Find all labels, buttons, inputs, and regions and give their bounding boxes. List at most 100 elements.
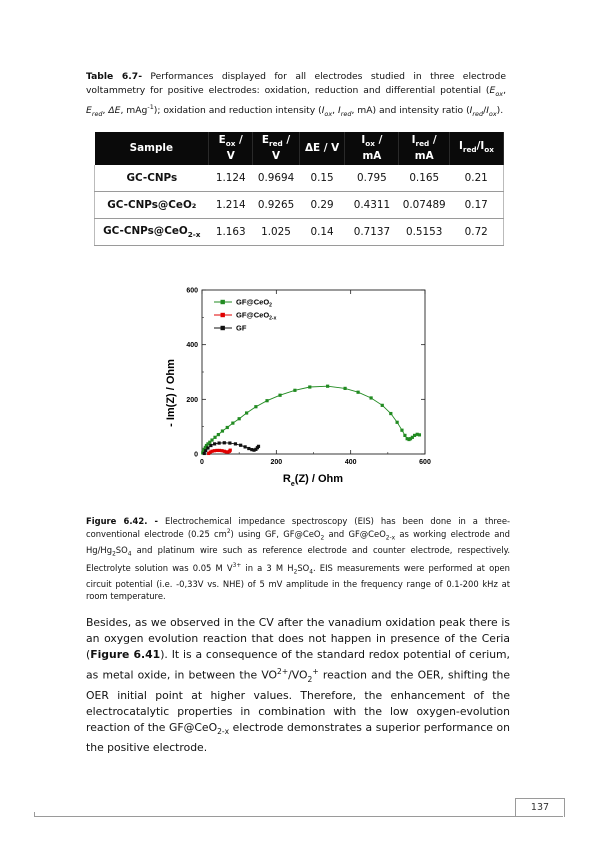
x-tick-label: 200 xyxy=(270,459,282,466)
cell-ered: 0.9694 xyxy=(252,165,300,192)
data-point xyxy=(252,448,256,452)
header-ered: Ered / V xyxy=(252,132,300,165)
legend-marker xyxy=(220,325,225,331)
data-point xyxy=(204,443,209,448)
header-iox: Iox / mA xyxy=(344,132,400,165)
legend-label: GF xyxy=(236,324,247,333)
caption-text: / xyxy=(483,104,487,116)
data-point xyxy=(231,421,235,425)
cell-ratio: 0.21 xyxy=(449,165,505,192)
cell-de: 0.29 xyxy=(299,191,345,219)
data-point xyxy=(209,443,213,448)
data-point xyxy=(220,449,224,453)
data-point xyxy=(210,449,214,453)
data-point xyxy=(225,425,229,430)
table-caption: Table 6.7- Performances displayed for al… xyxy=(86,70,506,121)
data-point xyxy=(293,388,297,392)
data-point xyxy=(201,449,206,453)
x-axis-label: Re(Z) / Ohm xyxy=(283,473,343,488)
data-point xyxy=(217,441,221,445)
header-eox: Eox / V xyxy=(208,132,254,165)
caption-sup: 3+ xyxy=(232,563,242,570)
table-row: GC-CNPs@CeO2-x 1.163 1.025 0.14 0.7137 0… xyxy=(93,218,505,246)
header-sample: Sample xyxy=(94,132,210,165)
y-tick-label: 600 xyxy=(186,288,198,295)
data-point xyxy=(400,428,404,432)
data-point xyxy=(208,450,212,454)
caption-text: and GF@CeO xyxy=(324,529,386,540)
caption-sub: ox xyxy=(495,89,504,98)
data-point xyxy=(217,448,222,453)
data-point xyxy=(256,444,261,448)
cell-sample: GC-CNPs@CeO2-x xyxy=(93,218,209,246)
data-point xyxy=(369,396,373,400)
y-tick-label: 400 xyxy=(186,342,198,349)
data-point xyxy=(343,386,347,390)
cell-ratio: 0.17 xyxy=(449,191,505,219)
caption-text: , mAg xyxy=(120,104,148,116)
chart-axes: 0 200 400 600 0 200 400 600 xyxy=(186,288,431,467)
cell-sample: GC-CNPs@CeO₂ xyxy=(93,191,209,219)
data-point xyxy=(203,445,207,450)
caption-text: SO xyxy=(115,545,128,556)
caption-text: Performances displayed for all electrode… xyxy=(86,71,507,96)
cell-ered: 0.9265 xyxy=(252,191,300,219)
body-sub: 2 xyxy=(307,674,313,684)
data-point xyxy=(204,449,208,453)
data-point xyxy=(389,411,393,416)
cell-ered: 1.025 xyxy=(252,218,300,246)
caption-sub: 2-x xyxy=(385,535,396,542)
series-1 xyxy=(207,448,232,456)
caption-text: , xyxy=(503,84,506,96)
header-ratio: Ired/Iox xyxy=(449,132,505,165)
data-point xyxy=(410,435,414,439)
header-de: ΔE / V xyxy=(299,132,346,165)
data-point xyxy=(212,449,216,453)
body-sup: 2+ xyxy=(277,666,289,676)
caption-text: Electrochemical impedance spectroscopy (… xyxy=(86,516,511,540)
data-point xyxy=(326,384,330,388)
legend-label: GF@CeO2-x xyxy=(236,311,277,322)
data-point xyxy=(265,399,269,403)
caption-var: E xyxy=(489,84,496,96)
caption-sub: ox xyxy=(324,109,333,118)
data-point xyxy=(417,433,422,437)
legend-marker xyxy=(220,312,225,318)
data-point xyxy=(395,420,399,424)
caption-sub: 2 xyxy=(112,551,116,558)
cell-ired: 0.5153 xyxy=(398,218,450,246)
caption-text: ). xyxy=(496,104,504,116)
header-ired: Ired / mA xyxy=(398,132,450,165)
footer-tick xyxy=(34,812,35,817)
cell-eox: 1.163 xyxy=(208,218,253,246)
data-point xyxy=(213,435,217,439)
figure-caption: Figure 6.42. - Electrochemical impedance… xyxy=(86,516,510,602)
data-point xyxy=(222,441,226,445)
performance-table: Sample Eox / V Ered / V ΔE / V Iox / mA Ire… xyxy=(93,132,505,246)
x-tick-label: 0 xyxy=(200,459,204,466)
legend-label: GF@CeO2 xyxy=(236,298,272,309)
table-row: GC-CNPs 1.124 0.9694 0.15 0.795 0.165 0.… xyxy=(93,165,505,192)
caption-var: ΔE xyxy=(108,104,121,116)
caption-sup: -1 xyxy=(147,102,154,111)
data-point xyxy=(228,448,232,452)
body-text: ). It is a consequence of the standard r… xyxy=(86,648,510,682)
caption-text: SO xyxy=(297,563,310,574)
y-axis-label: - Im(Z) / Ohm xyxy=(165,359,177,427)
page-number: 137 xyxy=(515,798,565,817)
caption-text: as working electrode and Hg/Hg xyxy=(86,529,510,556)
cell-iox: 0.4311 xyxy=(344,191,399,219)
chart-legend: GF@CeO2 GF@CeO2-x GF xyxy=(214,298,277,333)
chart-series-layer xyxy=(201,384,422,456)
caption-var: I xyxy=(486,104,489,116)
x-tick-label: 400 xyxy=(345,459,357,466)
cell-ired: 0.07489 xyxy=(398,191,450,219)
data-point xyxy=(247,446,251,451)
data-point xyxy=(233,442,238,446)
y-tick-label: 0 xyxy=(194,452,198,459)
figure-reference: Figure 6.41 xyxy=(90,648,161,662)
caption-sup: 2 xyxy=(226,529,231,536)
caption-text: , xyxy=(102,104,109,116)
caption-text: ); oxidation and reduction intensity ( xyxy=(153,104,322,116)
table-label: Table 6.7- xyxy=(86,71,143,82)
